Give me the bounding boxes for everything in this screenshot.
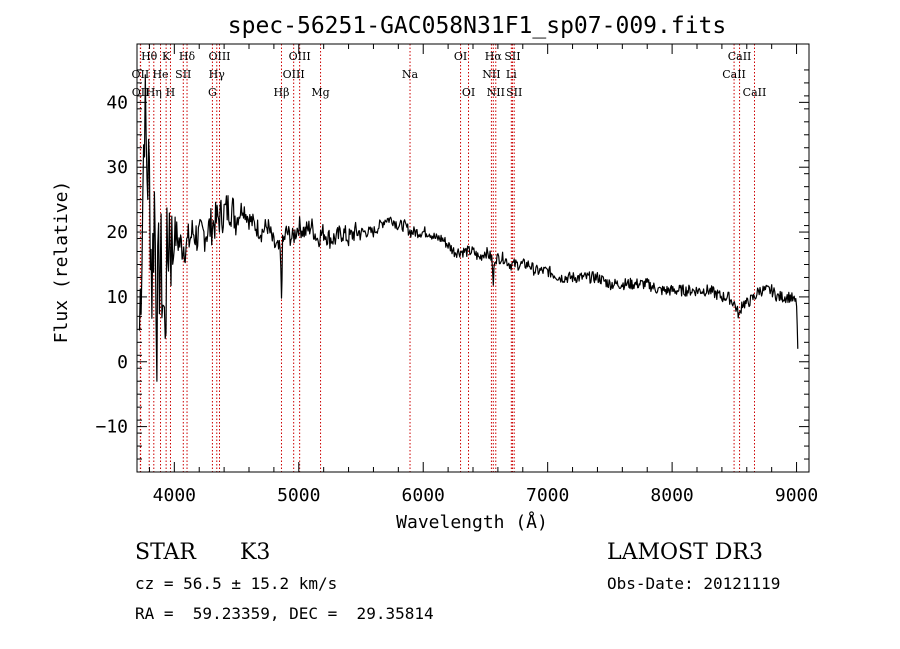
x-tick-label: 6000 <box>402 485 445 506</box>
spectral-line-label: OI <box>454 50 467 63</box>
y-tick-label: 10 <box>106 287 128 308</box>
spectral-line-label: SII <box>175 68 191 81</box>
spectral-line-label: Hβ <box>274 86 290 99</box>
y-tick-label: 40 <box>106 92 128 113</box>
object-class: STAR <box>135 540 196 565</box>
y-tick-label: 30 <box>106 157 128 178</box>
spectral-line-label: Hθ <box>141 50 158 63</box>
spectral-line-label: OI <box>462 86 475 99</box>
spectral-line-label: G <box>208 86 217 99</box>
spectral-line-label: OIII <box>283 68 305 81</box>
survey-name: LAMOST DR3 <box>607 540 763 565</box>
spectral-line-label: Hη <box>146 86 162 99</box>
spectral-line-label: K <box>162 50 171 63</box>
y-tick-label: 0 <box>117 352 128 373</box>
spectral-line-label: Na <box>402 68 419 81</box>
spectral-line-label: H <box>166 86 176 99</box>
plot-frame <box>136 43 810 473</box>
spectral-line-label: CaII <box>728 50 752 63</box>
x-tick-label: 5000 <box>277 485 320 506</box>
spectral-line-label: OIII <box>208 50 230 63</box>
spectral-line-label: OIII <box>289 50 311 63</box>
x-tick-label: 9000 <box>775 485 818 506</box>
spectral-line-label: CaII <box>722 68 746 81</box>
y-axis-label: Flux (relative) <box>51 181 72 344</box>
x-tick-label: 4000 <box>153 485 196 506</box>
spectral-line-label: Hγ <box>209 68 226 81</box>
y-tick-label: 20 <box>106 222 128 243</box>
spectral-line-label: NII <box>482 68 500 81</box>
spectral-line-label: Mg <box>311 86 329 99</box>
observation-date: Obs-Date: 20121119 <box>607 574 781 593</box>
redshift-cz: cz = 56.5 ± 15.2 km/s <box>135 574 338 593</box>
x-tick-label: 8000 <box>650 485 693 506</box>
spectral-line-label: Hα <box>485 50 503 63</box>
spectral-line-label: SII <box>506 86 522 99</box>
ra-dec: RA = 59.23359, DEC = 29.35814 <box>135 604 434 623</box>
spectral-line-label: Li <box>506 68 517 81</box>
x-axis-label: Wavelength (Å) <box>396 511 548 533</box>
x-tick-label: 7000 <box>526 485 569 506</box>
y-tick-label: −10 <box>95 417 128 438</box>
axis-ticks: 4000 5000 6000 7000 8000 9000 −10 0 10 20 30 40 <box>95 44 818 506</box>
object-subclass: K3 <box>240 540 271 565</box>
spectral-line-label: NII <box>487 86 505 99</box>
spectrum-line <box>138 74 799 382</box>
chart-title: spec-56251-GAC058N31F1_sp07-009.fits <box>228 13 727 39</box>
spectral-line-label: SII <box>504 50 520 63</box>
spectral-line-label: Hδ <box>179 50 196 63</box>
spectral-line-markers <box>139 44 755 472</box>
spectral-line-label: He <box>152 68 168 81</box>
spectral-line-label: CaII <box>743 86 767 99</box>
